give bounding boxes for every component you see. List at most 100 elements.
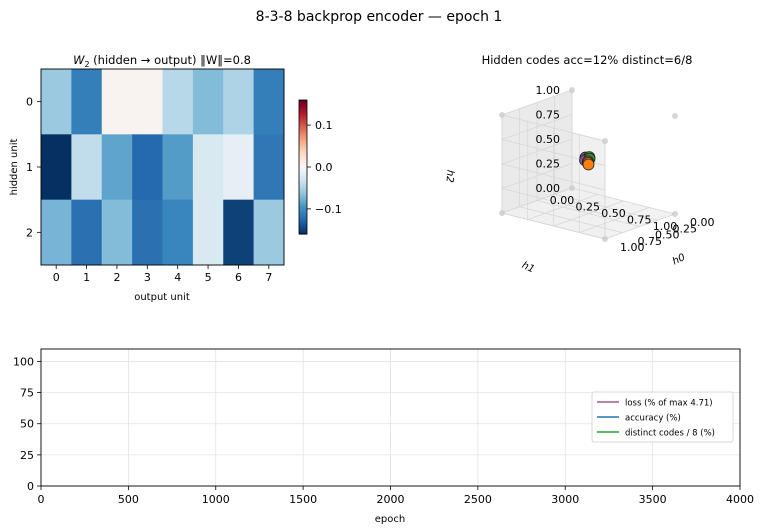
colorbar-segment [299,162,307,166]
heatmap-cell [253,134,285,201]
colorbar-segment [299,117,307,121]
heatmap-cell [192,134,224,201]
scatter3d-gridline [604,213,676,240]
heatmap-cell [192,69,224,135]
heatmap-xtick-label: 4 [174,271,181,284]
figure-title: 8-3-8 backprop encoder — epoch 1 [256,9,503,25]
line-xtick-label: 2500 [464,493,492,506]
colorbar-segment [299,151,307,155]
colorbar-segment [299,213,307,217]
heatmap-xtick-label: 7 [265,271,272,284]
colorbar-segment [299,200,307,204]
scatter3d-h2-tick-label: 0.00 [536,182,561,195]
legend-label: loss (% of max 4.71) [625,399,713,409]
scatter3d-h0-tick-label: 0.50 [655,229,680,242]
heatmap-cell [162,134,194,201]
scatter3d-gridline [501,138,573,165]
line-xtick-label: 0 [38,493,45,506]
line-xtick-label: 1500 [289,493,317,506]
line-ytick-label: 50 [20,418,34,431]
legend: loss (% of max 4.71) accuracy (%) distinct… [591,391,734,443]
colorbar-segment [299,184,307,188]
scatter3d-point [582,158,595,171]
line-xtick-label: 3000 [551,493,579,506]
scatter3d-target-corner [499,112,505,118]
heatmap-cell [71,69,103,135]
scatter3d-h1-tick-label: 1.00 [653,220,678,233]
heatmap-ylabel: hidden unit [9,138,20,195]
heatmap-ytick-label: 1 [26,161,33,174]
line-xtick-label: 1000 [202,493,230,506]
scatter3d-target-corner [499,210,505,216]
heatmap-cell [71,199,103,266]
scatter3d-target-corner [602,236,608,242]
heatmap-ytick-label: 2 [26,226,33,239]
colorbar-segment [299,189,307,193]
legend-label: distinct codes / 8 (%) [625,429,715,439]
legend-label: accuracy (%) [625,414,681,424]
scatter3d-h0-tick-label: 1.00 [620,241,645,254]
heatmap-ytick-label: 0 [26,96,33,109]
heatmap-cell [223,134,255,201]
heatmap-xtick-label: 2 [113,271,120,284]
colorbar-segment [299,216,307,219]
colorbar-segment [299,126,307,130]
colorbar-segment [299,122,307,126]
heatmap-cell [41,69,72,135]
line-xlabel: epoch [375,514,405,525]
colorbar-segment [299,191,307,195]
colorbar-segment [299,169,307,173]
scatter3d-gridline [501,114,606,142]
heatmap-cell [223,69,255,135]
scatter3d-ylabel: h1 [520,260,536,275]
heatmap-cell [162,69,194,135]
heatmap-panel: W2 (hidden → output) ‖W‖=0.8 0 1 2 3 4 5 6 7 0 1… [9,53,342,303]
heatmap-title: W2 (hidden → output) ‖W‖=0.8 [73,53,251,69]
colorbar-segment [299,175,307,179]
scatter3d-gridline [579,207,650,233]
colorbar-segment [299,173,307,177]
scatter3d-h0-tick-label: 0.75 [638,235,663,248]
heatmap-cell [223,199,255,266]
colorbar-segment [299,111,307,114]
colorbar-segment [299,133,307,137]
colorbar-segment [299,218,307,222]
heatmap-cell [41,199,72,266]
heatmap-xtick-label: 5 [205,271,212,284]
colorbar-segment [299,120,307,123]
scatter3d-gridline [501,212,606,240]
colorbar-segment [299,104,307,108]
colorbar-segment [299,135,307,139]
scatter3d-h1-tick-label: 0.50 [601,207,626,220]
heatmap-cell [132,199,163,266]
line-xtick-label: 4000 [726,493,754,506]
colorbar-segment [299,102,307,106]
colorbar-segment [299,198,307,202]
colorbar-segment [299,229,307,233]
heatmap-cell [41,134,72,201]
colorbar-segment [299,115,307,119]
heatmap-cell [192,199,224,266]
colorbar-segment [299,153,307,157]
colorbar-segment [299,211,307,215]
colorbar-segment [299,178,307,181]
scatter3d-h1-tick-label: 0.00 [550,194,575,207]
colorbar-segment [299,106,307,110]
line-ytick-label: 75 [20,387,34,400]
colorbar-segment [299,227,307,231]
scatter3d-h2-tick-label: 0.50 [536,133,561,146]
scatter3d-panel: Hidden codes acc=12% distinct=6/8 0.00 0.… [443,53,714,275]
colorbar-segment [299,113,307,117]
colorbar-segment [299,137,307,141]
heatmap-cell [253,199,285,266]
heatmap-xlabel: output unit [134,292,190,303]
colorbar-segment [299,209,307,213]
colorbar-segment [299,167,307,170]
colorbar-segment [299,149,307,152]
scatter3d-h1-tick-label: 0.75 [627,214,652,227]
colorbar-segment [299,193,307,197]
colorbar-segment [299,124,307,128]
colorbar-segment [299,225,307,228]
scatter3d-zlabel: h2 [443,169,455,183]
